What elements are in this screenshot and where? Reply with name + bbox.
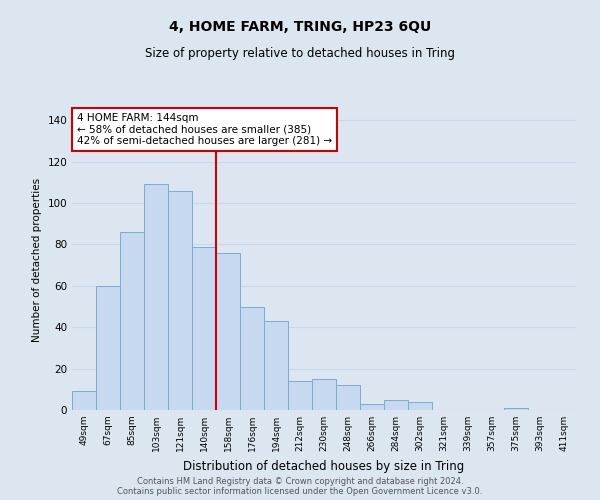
Text: Size of property relative to detached houses in Tring: Size of property relative to detached ho… [145,48,455,60]
Text: Contains public sector information licensed under the Open Government Licence v3: Contains public sector information licen… [118,488,482,496]
Bar [264,321,288,410]
Text: 4, HOME FARM, TRING, HP23 6QU: 4, HOME FARM, TRING, HP23 6QU [169,20,431,34]
Bar [120,232,144,410]
Bar [216,253,240,410]
Bar [408,402,432,410]
Bar [288,381,312,410]
Y-axis label: Number of detached properties: Number of detached properties [32,178,42,342]
Bar [96,286,120,410]
Bar [312,379,336,410]
Bar [144,184,168,410]
Bar [504,408,528,410]
Bar [240,306,264,410]
Bar [336,385,360,410]
Text: Contains HM Land Registry data © Crown copyright and database right 2024.: Contains HM Land Registry data © Crown c… [137,478,463,486]
Bar [360,404,384,410]
X-axis label: Distribution of detached houses by size in Tring: Distribution of detached houses by size … [184,460,464,472]
Bar [72,392,96,410]
Bar [192,246,216,410]
Bar [384,400,408,410]
Bar [168,190,192,410]
Text: 4 HOME FARM: 144sqm
← 58% of detached houses are smaller (385)
42% of semi-detac: 4 HOME FARM: 144sqm ← 58% of detached ho… [77,113,332,146]
